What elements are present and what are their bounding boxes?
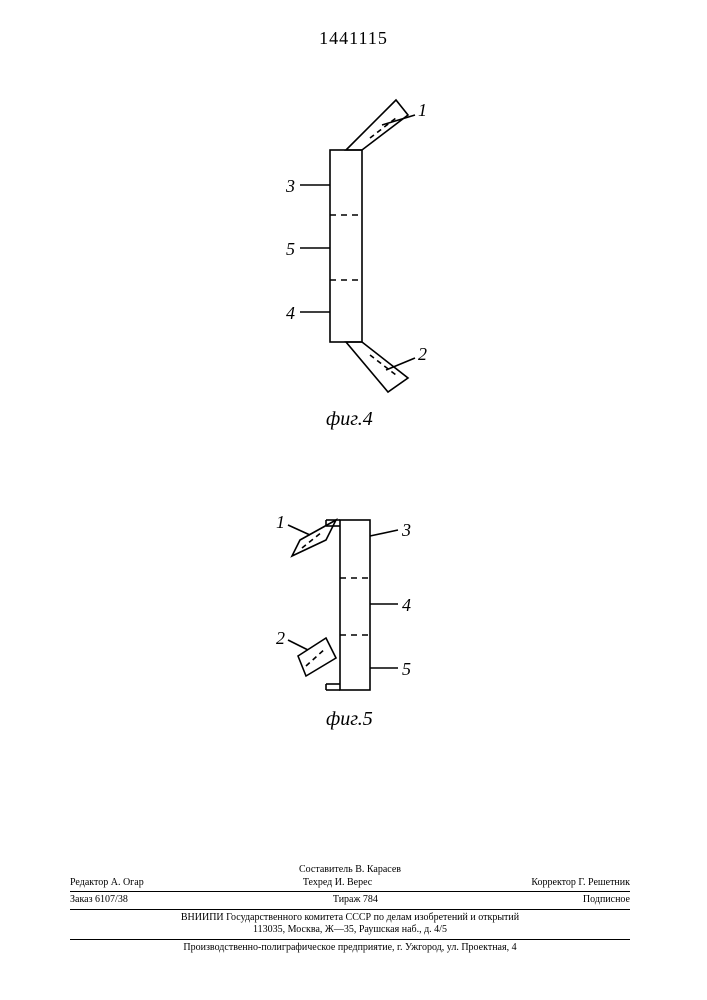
fig5-label-2: 2 <box>276 628 285 649</box>
printer-line: Производственно-полиграфическое предприя… <box>70 942 630 955</box>
print-run: Тираж 784 <box>333 894 378 907</box>
fig5-label-1: 1 <box>276 512 285 533</box>
compiler: Составитель В. Карасев <box>70 864 630 877</box>
figure-5-svg <box>0 0 707 1000</box>
fig5-label-4: 4 <box>402 595 411 616</box>
subscription: Подписное <box>583 894 630 907</box>
tech-editor: Техред И. Верес <box>303 877 372 890</box>
editor: Редактор А. Огар <box>70 877 144 890</box>
page: 1441115 1 <box>0 0 707 1000</box>
corrector: Корректор Г. Решетник <box>531 877 630 890</box>
order-no: Заказ 6107/38 <box>70 894 128 907</box>
fig5-caption: фиг.5 <box>326 708 373 731</box>
fig5-label-5: 5 <box>402 659 411 680</box>
footer: Составитель В. Карасев Редактор А. Огар … <box>70 864 630 954</box>
fig5-label-3: 3 <box>402 520 411 541</box>
org-line-2: 113035, Москва, Ж—35, Раушская наб., д. … <box>70 924 630 937</box>
org-line-1: ВНИИПИ Государственного комитета СССР по… <box>70 912 630 925</box>
